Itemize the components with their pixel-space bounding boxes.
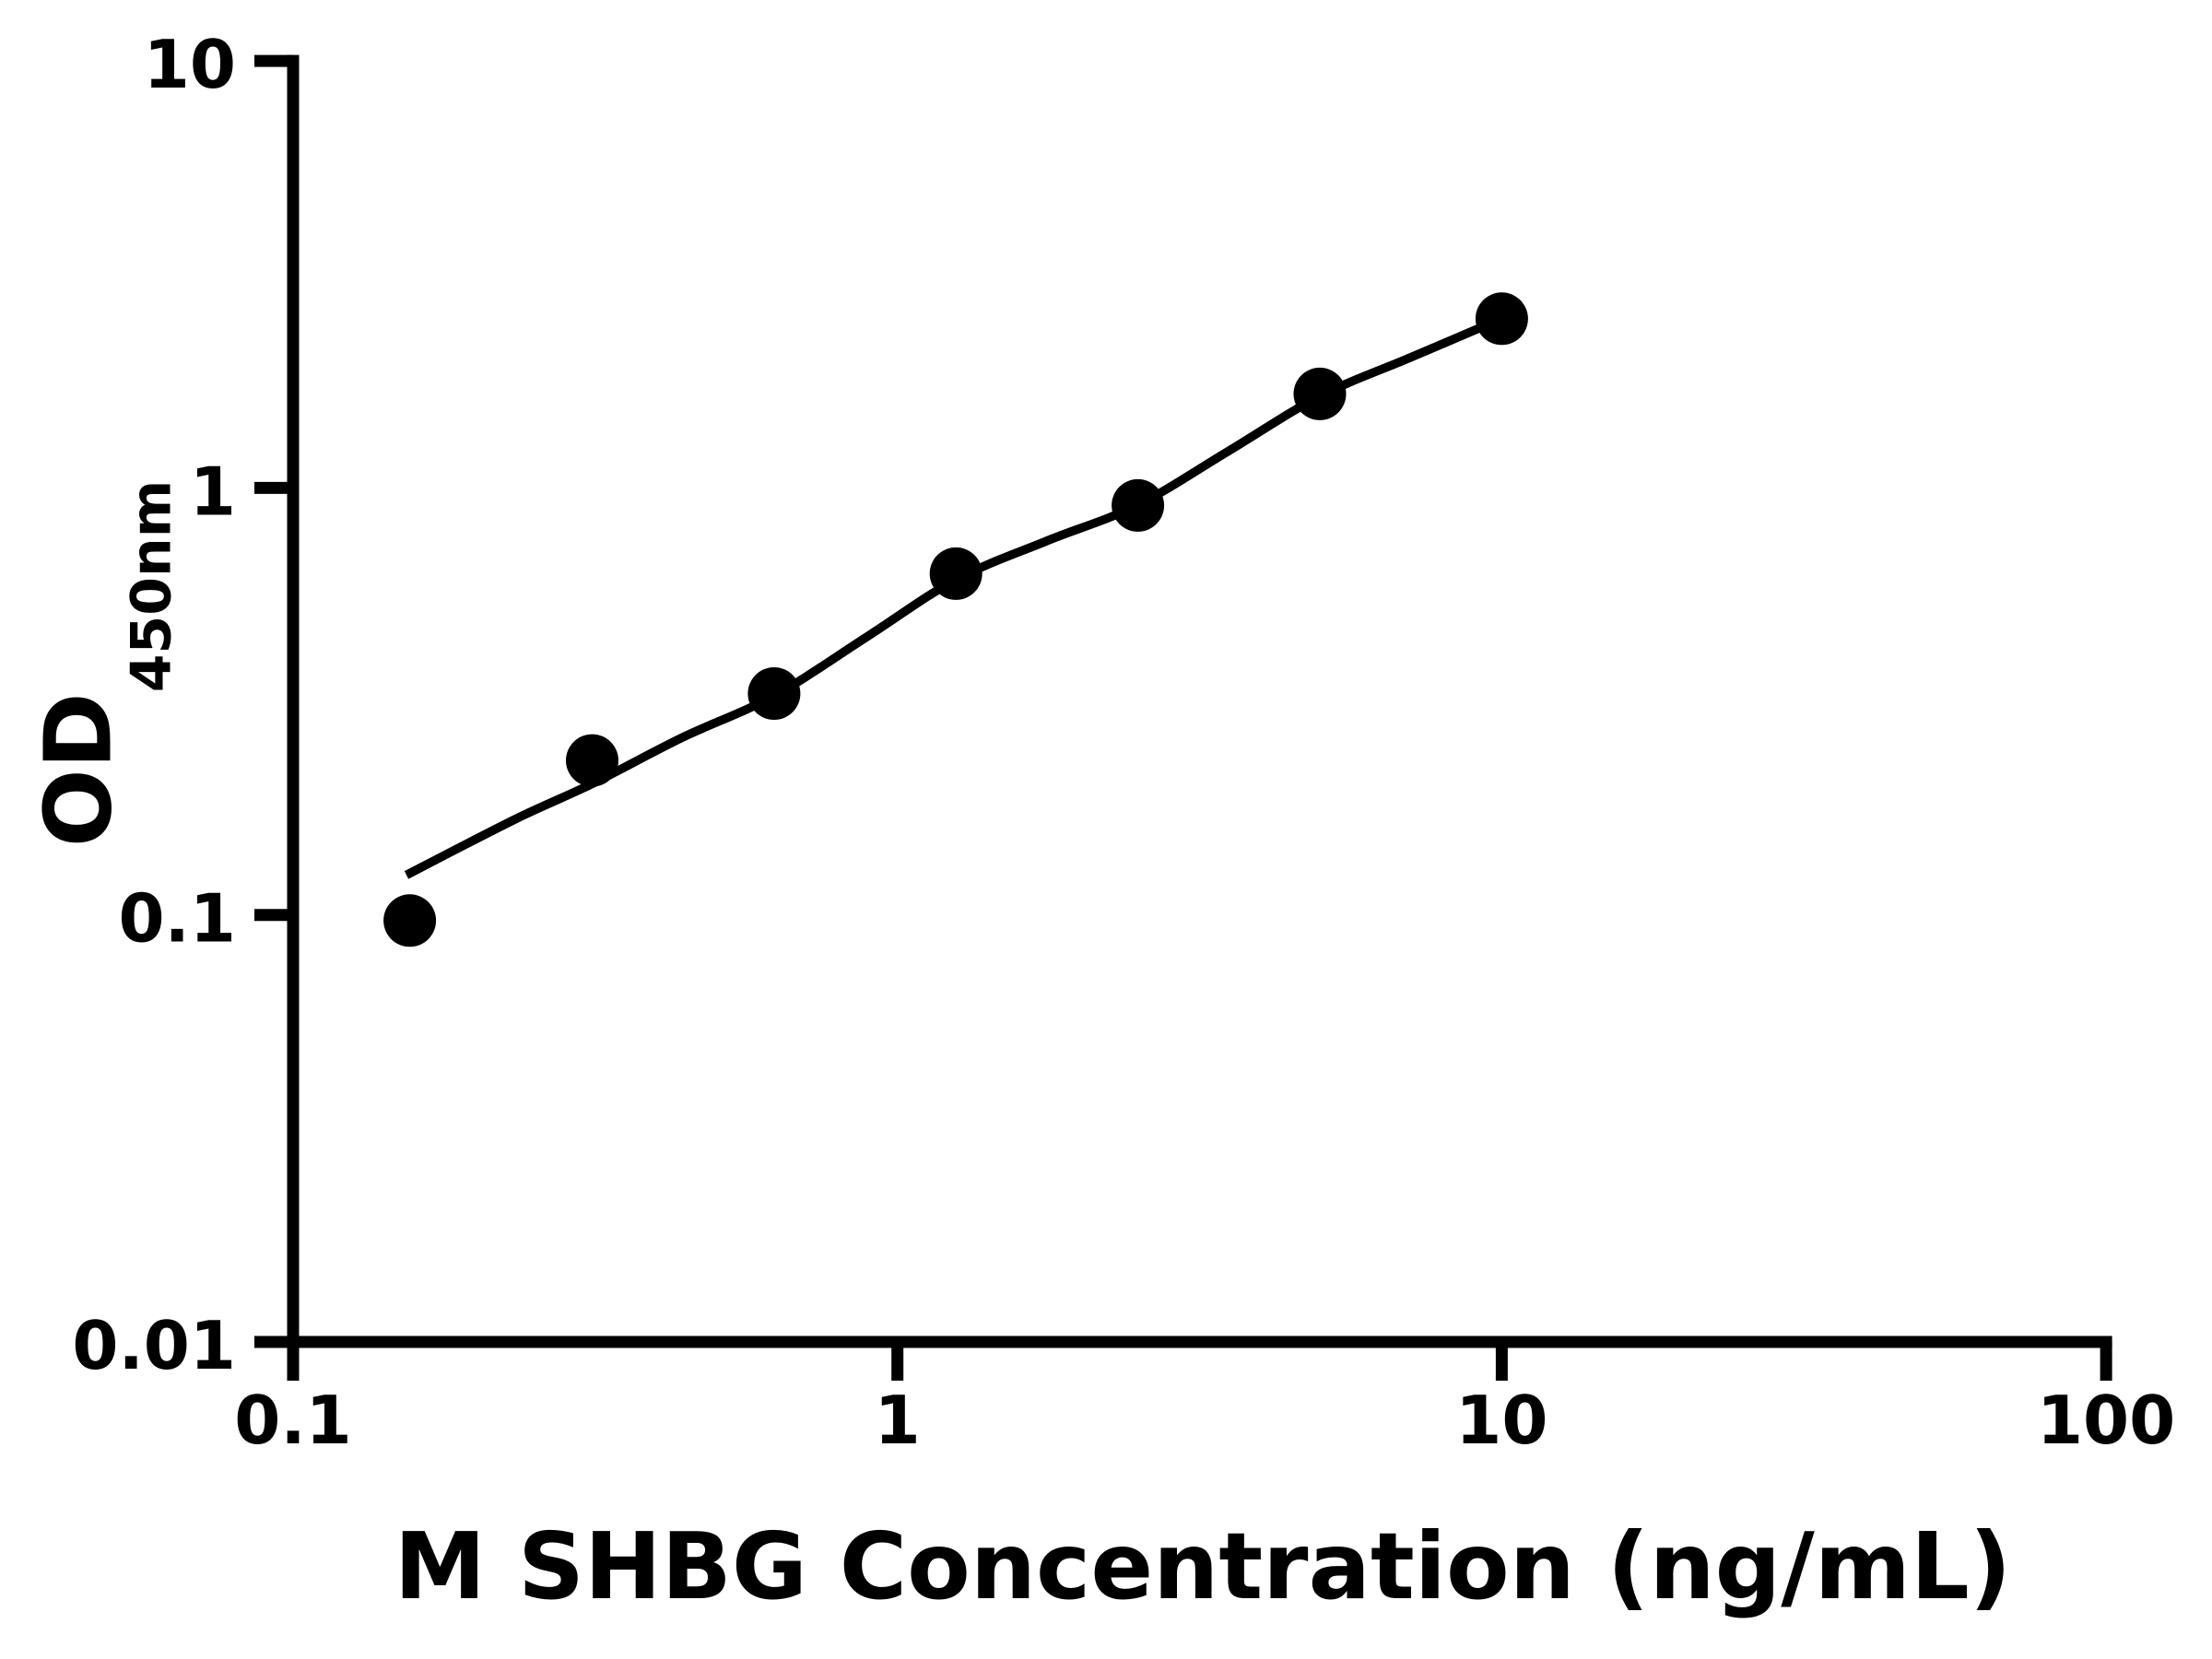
- x-tick-label: 1: [875, 1382, 921, 1459]
- y-axis-title: OD450nm: [24, 480, 184, 848]
- data-point: [929, 547, 982, 600]
- y-tick-label: 1: [190, 453, 236, 530]
- y-tick-label: 0.1: [118, 880, 236, 958]
- y-tick-label: 0.01: [72, 1307, 236, 1384]
- data-point: [1293, 367, 1347, 420]
- data-point: [1475, 292, 1528, 346]
- data-point: [383, 894, 437, 947]
- x-tick-label: 100: [2037, 1382, 2175, 1459]
- data-point: [747, 667, 801, 720]
- x-tick-label: 10: [1455, 1382, 1547, 1459]
- x-axis-title: M SHBG Concentration (ng/mL): [394, 1512, 2012, 1620]
- data-point: [566, 734, 618, 787]
- y-tick-label: 10: [144, 26, 236, 103]
- y-axis-title-subscript: 450nm: [119, 479, 184, 693]
- x-tick-label: 0.1: [234, 1382, 352, 1459]
- data-points-layer: [383, 292, 1528, 947]
- axes: [254, 54, 2112, 1381]
- y-axis-title-main: OD: [24, 692, 133, 848]
- data-point: [1112, 478, 1165, 532]
